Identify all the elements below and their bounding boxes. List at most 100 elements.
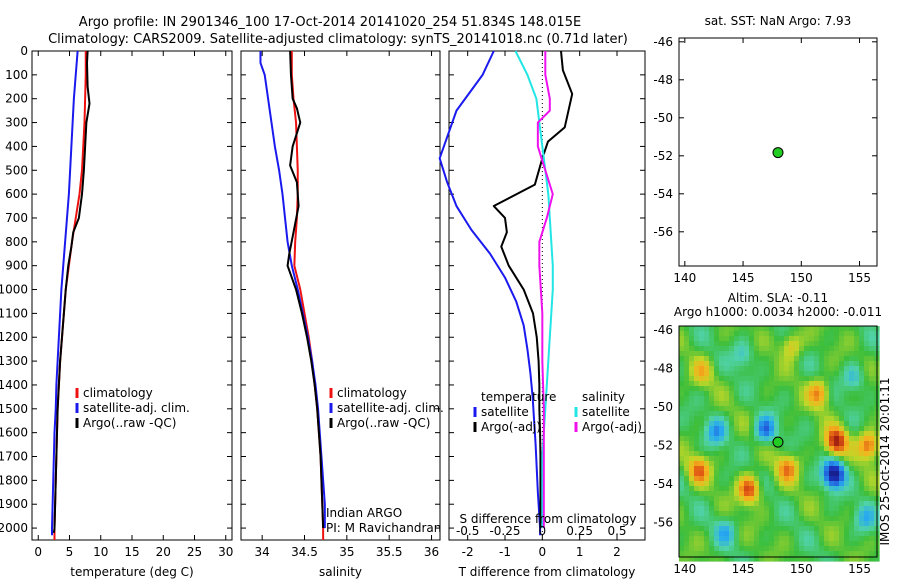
sla-cell [694,361,700,367]
sla-cell [704,496,710,502]
sla-cell [714,546,720,552]
sla-cell [844,471,850,477]
sla-cell [824,541,830,547]
sla-cell [774,381,780,387]
sla-cell [764,411,770,417]
sla-cell [794,536,800,542]
sla-cell [799,501,805,507]
sla-cell [704,511,710,517]
sla-cell [854,411,860,417]
sst_map-xtick-label: 155 [848,271,871,285]
sla-cell [774,426,780,432]
sla-cell [859,351,865,357]
sla-cell [689,491,695,497]
sla-cell [739,546,745,552]
sla-cell [729,361,735,367]
sla-cell [794,331,800,337]
sla-cell [809,481,815,487]
sla-cell [789,536,795,542]
sla-cell [679,496,685,502]
sla-cell [809,331,815,337]
sla-cell [854,511,860,517]
sla-cell [804,496,810,502]
sla-cell [864,516,870,522]
sla-cell [829,556,835,562]
annotation-credit: PI: M Ravichandran [326,521,441,535]
sla-cell [684,381,690,387]
sla-cell [814,551,820,557]
sla-cell [769,461,775,467]
sla-cell [824,441,830,447]
sla-cell [814,536,820,542]
sla-cell [864,511,870,517]
sla-cell [714,371,720,377]
sla-cell [679,481,685,487]
sla-cell [829,501,835,507]
sla-cell [799,556,805,562]
sla-cell [724,366,730,372]
sla-cell [824,326,830,332]
sla-cell [869,551,875,557]
salinity-legend-label: climatology [337,386,407,400]
sla-cell [759,416,765,422]
sla-cell [789,456,795,462]
sla-cell [739,441,745,447]
sla-cell [779,546,785,552]
sla-cell [804,501,810,507]
float-position-marker [772,147,784,159]
sla-cell [724,446,730,452]
sla-cell [684,491,690,497]
sla-cell [869,486,875,492]
sla-cell [869,556,875,562]
sla-cell [819,406,825,412]
sla-cell [854,516,860,522]
sla-cell [739,416,745,422]
sla-cell [784,516,790,522]
sla-cell [799,401,805,407]
sla-cell [779,391,785,397]
sla-cell [809,471,815,477]
sla-cell [789,426,795,432]
sla-cell [769,381,775,387]
sla-cell [854,501,860,507]
sla-cell [869,361,875,367]
sla-cell [869,516,875,522]
sla-cell [824,346,830,352]
sla-cell [789,331,795,337]
sla-cell [794,461,800,467]
sla-cell [734,326,740,332]
sla-cell [684,456,690,462]
sla-cell [829,401,835,407]
sla-cell [814,371,820,377]
sla-cell [734,376,740,382]
sla-cell [684,406,690,412]
sla-cell [749,466,755,472]
sla-cell [749,446,755,452]
sla-cell [794,491,800,497]
sla-cell [784,426,790,432]
sla-cell [804,346,810,352]
sla-cell [784,531,790,537]
sla-cell [819,481,825,487]
sla-cell [749,501,755,507]
sla-cell [744,411,750,417]
sla-cell [684,531,690,537]
sla-cell [689,401,695,407]
sla-cell [869,531,875,537]
sla-cell [819,381,825,387]
sla-cell [714,466,720,472]
sla-cell [784,446,790,452]
sla-cell [684,516,690,522]
sla-cell [689,406,695,412]
sla-cell [819,436,825,442]
sla-cell [704,551,710,557]
sla_map-xtick-label: 155 [848,562,871,576]
sla-cell [814,426,820,432]
sla-cell [814,516,820,522]
sla-cell [744,446,750,452]
sla-cell [779,326,785,332]
sla-cell [784,381,790,387]
sla-cell [834,476,840,482]
sla-cell [784,346,790,352]
sla-cell [784,506,790,512]
